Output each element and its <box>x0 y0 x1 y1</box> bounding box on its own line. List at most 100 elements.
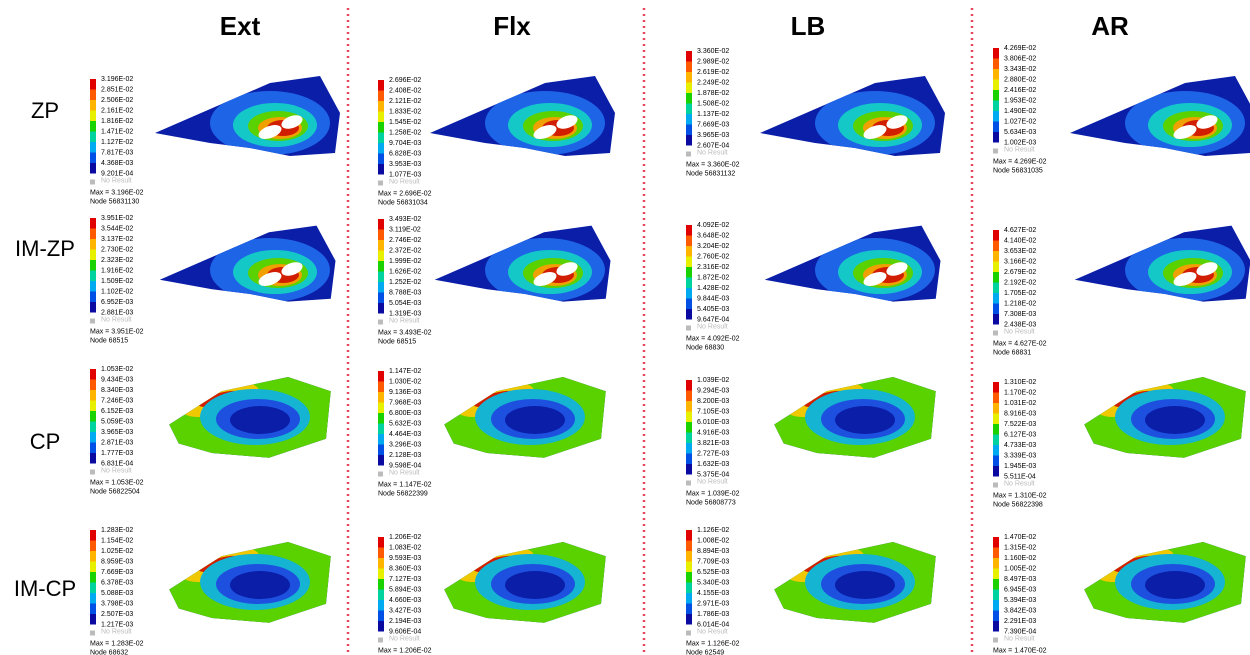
legend-label: 7.105E-03 <box>697 408 729 415</box>
max-value: Max = 3.493E-02 <box>378 329 432 336</box>
legend-band <box>686 551 692 562</box>
legend-label: 1.490E-02 <box>1004 108 1036 115</box>
no-result: No Result <box>389 469 420 476</box>
legend-band <box>90 153 96 164</box>
legend-label: 7.308E-03 <box>1004 311 1036 318</box>
no-result: No Result <box>1004 146 1035 153</box>
legend-label: 3.648E-02 <box>697 232 729 239</box>
no-result-swatch <box>686 481 691 486</box>
legend-band <box>90 604 96 615</box>
legend-band <box>90 562 96 573</box>
contour <box>505 571 565 599</box>
legend-band <box>90 218 96 229</box>
legend-label: 5.634E-03 <box>1004 129 1036 136</box>
contours <box>210 91 330 155</box>
legend-label: 2.291E-03 <box>1004 618 1036 625</box>
legend-label: 1.508E-02 <box>697 100 729 107</box>
legend-band <box>90 271 96 282</box>
max-value: Max = 4.627E-02 <box>993 340 1047 347</box>
legend-band <box>993 122 999 133</box>
legend-label: 9.201E-04 <box>101 170 133 177</box>
legend-label: 6.525E-03 <box>697 569 729 576</box>
result-panel: 1.126E-021.008E-028.894E-037.709E-036.52… <box>686 525 950 655</box>
legend-band <box>90 572 96 583</box>
legend-label: 1.471E-02 <box>101 128 133 135</box>
legend-label: 3.544E-02 <box>101 225 133 232</box>
no-result: No Result <box>101 628 132 635</box>
legend-band <box>686 72 692 83</box>
result-panel: 2.696E-022.408E-022.121E-021.833E-021.54… <box>378 76 615 206</box>
legend-band <box>90 614 96 625</box>
legend-label: 8.894E-03 <box>697 548 729 555</box>
legend-label: 2.416E-02 <box>1004 87 1036 94</box>
legend-label: 8.916E-03 <box>1004 410 1036 417</box>
legend-label: 2.372E-02 <box>389 247 421 254</box>
legend-band <box>993 569 999 580</box>
contours <box>815 91 935 155</box>
legend-label: 1.039E-02 <box>697 377 729 384</box>
node-id: Node 56822504 <box>90 488 140 495</box>
legend-label: 3.965E-03 <box>697 132 729 139</box>
legend-label: 5.054E-03 <box>389 300 421 307</box>
legend-label: 1.154E-02 <box>101 537 133 544</box>
no-result: No Result <box>101 177 132 184</box>
legend-band <box>90 401 96 412</box>
legend-label: 2.971E-03 <box>697 600 729 607</box>
legend-band <box>90 422 96 433</box>
legend-label: 1.137E-02 <box>697 111 729 118</box>
node-id: Node 56822398 <box>993 501 1043 508</box>
legend-band <box>90 132 96 143</box>
legend-band <box>993 393 999 404</box>
no-result: No Result <box>389 178 420 185</box>
max-value: Max = 3.196E-02 <box>90 189 144 196</box>
legend-label: 9.704E-03 <box>389 140 421 147</box>
legend-label: 2.161E-02 <box>101 107 133 114</box>
legend-band <box>993 456 999 467</box>
legend-band <box>993 69 999 80</box>
legend-label: 1.283E-02 <box>101 527 133 534</box>
legend-label: 1.428E-02 <box>697 285 729 292</box>
legend-label: 1.077E-03 <box>389 171 421 178</box>
legend-label: 4.660E-03 <box>389 597 421 604</box>
legend-label: 4.269E-02 <box>1004 45 1036 52</box>
legend-band <box>378 611 384 622</box>
legend-label: 9.647E-04 <box>697 316 729 323</box>
legend-band <box>378 261 384 272</box>
row-label: ZP <box>31 98 59 123</box>
legend-label: 3.166E-02 <box>1004 258 1036 265</box>
legend-label: 4.092E-02 <box>697 222 729 229</box>
legend-band <box>90 583 96 594</box>
max-value: Max = 1.310E-02 <box>993 492 1047 499</box>
no-result-swatch <box>378 472 383 477</box>
legend-band <box>993 445 999 456</box>
legend-label: 1.031E-02 <box>1004 400 1036 407</box>
legend-label: 6.378E-03 <box>101 579 133 586</box>
legend-label: 5.340E-03 <box>697 579 729 586</box>
legend-label: 9.606E-04 <box>389 628 421 635</box>
legend-band <box>378 392 384 403</box>
no-result-swatch <box>993 331 998 336</box>
legend-label: 1.102E-02 <box>101 288 133 295</box>
legend-label: 2.194E-03 <box>389 618 421 625</box>
legend-band <box>378 371 384 382</box>
legend-label: 3.821E-03 <box>697 440 729 447</box>
legend-label: 1.170E-02 <box>1004 389 1036 396</box>
legend-label: 1.319E-03 <box>389 310 421 317</box>
column-header: LB <box>791 11 826 41</box>
legend-band <box>686 572 692 583</box>
legend-band <box>686 412 692 423</box>
legend-label: 3.951E-02 <box>101 215 133 222</box>
legend-label: 1.953E-02 <box>1004 97 1036 104</box>
max-value: Max = 2.696E-02 <box>378 190 432 197</box>
legend-label: 3.137E-02 <box>101 236 133 243</box>
legend-label: 6.828E-03 <box>389 150 421 157</box>
legend-label: 3.953E-03 <box>389 161 421 168</box>
legend-label: 2.408E-02 <box>389 87 421 94</box>
contours <box>1070 525 1250 635</box>
max-value: Max = 4.269E-02 <box>993 158 1047 165</box>
legend-band <box>686 541 692 552</box>
legend-band <box>378 154 384 165</box>
legend-band <box>378 303 384 314</box>
legend-label: 7.522E-03 <box>1004 421 1036 428</box>
legend-label: 1.945E-03 <box>1004 463 1036 470</box>
